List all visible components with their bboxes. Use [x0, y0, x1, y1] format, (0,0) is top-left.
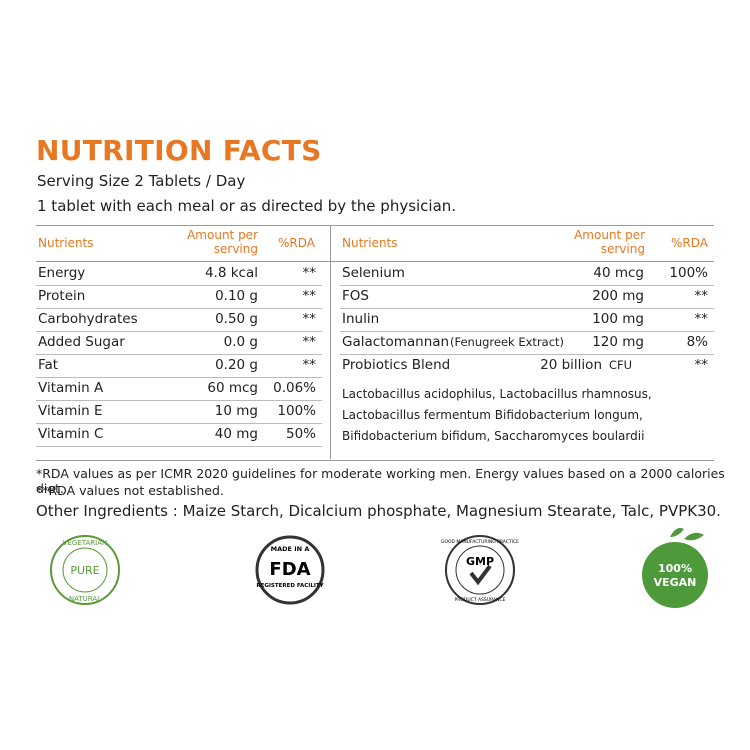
badge-text: VEGETARIAN: [63, 539, 108, 547]
badge-text: GMP: [466, 555, 494, 568]
footnote: **RDA values not established.: [36, 483, 224, 498]
amount: 40 mg: [214, 426, 258, 442]
badge-text: REGISTERED FACILITY: [256, 583, 324, 589]
footnote: *RDA values as per ICMR 2020 guidelines …: [36, 466, 725, 496]
table-row: Selenium 40 mcg 100%: [340, 262, 714, 286]
vegetarian-badge: VEGETARIAN PURE NATURAL: [50, 535, 120, 605]
divider: [330, 225, 331, 459]
nutrient-name: Added Sugar: [38, 334, 125, 350]
other-ingredients: Other Ingredients : Maize Starch, Dicalc…: [36, 502, 721, 520]
table-row: Galactomannan (Fenugreek Extract) 120 mg 8%: [340, 331, 714, 355]
rda: 50%: [285, 426, 316, 442]
rda: 8%: [686, 334, 708, 350]
amount: 120 mg: [592, 334, 644, 350]
table-row: Vitamin C 40 mg 50%: [36, 423, 322, 447]
nutrition-table: [36, 225, 714, 461]
amount: 0.20 g: [215, 357, 258, 373]
nutrient-name: Fat: [38, 357, 59, 373]
badge-text: PURE: [70, 564, 99, 577]
nutrient-name: Vitamin C: [38, 426, 104, 442]
rda: 100%: [277, 403, 316, 419]
column-header: Nutrients: [342, 236, 398, 250]
amount: 20 billion: [540, 357, 602, 373]
vegan-badge: 100% VEGAN: [642, 528, 708, 608]
table-row: Fat 0.20 g **: [36, 354, 322, 378]
directions: 1 tablet with each meal or as directed b…: [37, 197, 457, 215]
badge-text: NATURAL: [69, 595, 101, 603]
badge-text: PRODUCT ASSURANCE: [455, 597, 506, 603]
nutrient-name: Probiotics Blend: [342, 357, 451, 373]
rda: 0.06%: [273, 380, 316, 396]
nutrient-name: Selenium: [342, 265, 405, 281]
nutrient-name: Protein: [38, 288, 86, 304]
gmp-badge: GOOD MANUFACTURING PRACTICE GMP PRODUCT …: [441, 535, 519, 605]
column-header: %RDA: [671, 236, 708, 250]
rda: **: [694, 311, 709, 327]
amount: 100 mg: [592, 311, 644, 327]
table-row: Added Sugar 0.0 g **: [36, 331, 322, 355]
column-header: Nutrients: [38, 236, 94, 250]
amount: 4.8 kcal: [204, 265, 258, 281]
serving-size: Serving Size 2 Tablets / Day: [37, 172, 246, 190]
table-row: Vitamin E 10 mg 100%: [36, 400, 322, 424]
badge-text: VEGAN: [654, 576, 697, 589]
table-row: Energy 4.8 kcal **: [36, 262, 322, 286]
amount: 0.0 g: [223, 334, 258, 350]
column-header: Amount per serving: [187, 228, 258, 256]
column-header: %RDA: [278, 236, 315, 250]
nutrient-name: Carbohydrates: [38, 311, 138, 327]
amount: 0.50 g: [215, 311, 258, 327]
nutrient-name: Energy: [38, 265, 86, 281]
rda: **: [694, 288, 709, 304]
amount: 60 mcg: [207, 380, 258, 396]
title: NUTRITION FACTS: [36, 134, 322, 167]
badge-text: FDA: [269, 559, 310, 580]
table-row: Inulin 100 mg **: [340, 308, 714, 332]
rda: **: [694, 357, 709, 373]
table-row: Probiotics Blend 20 billion CFU **: [340, 354, 714, 377]
badge-text: 100%: [658, 562, 692, 575]
amount: 10 mg: [214, 403, 258, 419]
table-row: Vitamin A 60 mcg 0.06%: [36, 377, 322, 401]
probiotic-strains: Lactobacillus acidophilus, Lactobacillus…: [342, 387, 652, 443]
nutrient-note: (Fenugreek Extract): [450, 335, 565, 349]
rda: **: [302, 334, 317, 350]
rda: 100%: [669, 265, 708, 281]
fda-badge: MADE IN A FDA REGISTERED FACILITY: [255, 535, 325, 605]
rda: **: [302, 357, 317, 373]
badges: VEGETARIAN PURE NATURAL MADE IN A FDA RE…: [50, 528, 708, 608]
rda: **: [302, 311, 317, 327]
table-row: Carbohydrates 0.50 g **: [36, 308, 322, 332]
nutrient-name: Vitamin E: [38, 403, 103, 419]
column-header: Amount per serving: [574, 228, 645, 256]
badge-text: GOOD MANUFACTURING PRACTICE: [441, 539, 519, 545]
nutrient-name: FOS: [342, 288, 369, 304]
nutrient-name: Galactomannan: [342, 334, 450, 350]
amount: 0.10 g: [215, 288, 258, 304]
amount: 200 mg: [592, 288, 644, 304]
unit: CFU: [608, 358, 632, 372]
table-row: Protein 0.10 g **: [36, 285, 322, 309]
nutrient-name: Inulin: [342, 311, 380, 327]
nutrient-name: Vitamin A: [38, 380, 104, 396]
header-rule: [36, 261, 714, 262]
rda: **: [302, 288, 317, 304]
badge-text: MADE IN A: [271, 545, 310, 553]
rda: **: [302, 265, 317, 281]
table-row: FOS 200 mg **: [340, 285, 714, 309]
amount: 40 mcg: [593, 265, 644, 281]
